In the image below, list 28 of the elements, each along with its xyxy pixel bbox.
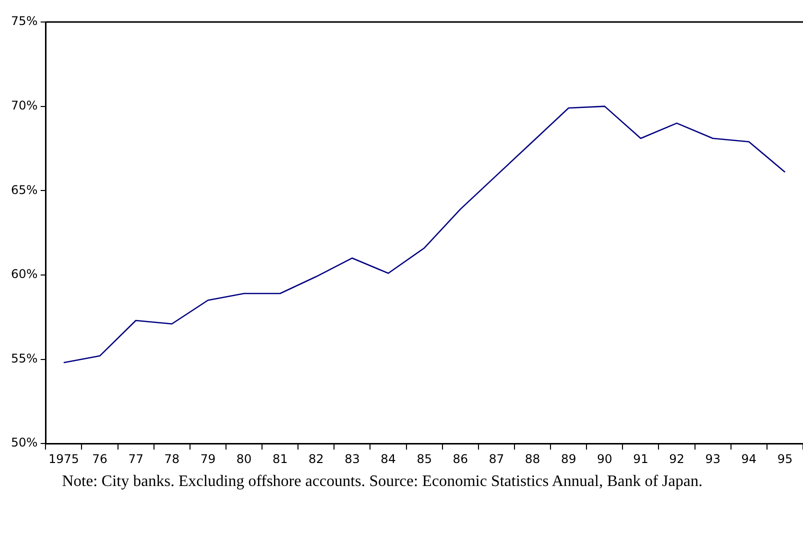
y-tick-label: 75% [11,14,38,28]
y-tick-label: 55% [11,351,38,366]
y-tick-label: 60% [11,267,38,282]
x-tick-label: 90 [597,452,612,466]
x-tick-label: 89 [560,452,576,466]
x-tick-label: 83 [344,452,360,466]
x-tick-label: 78 [164,452,180,466]
x-tick-label: 87 [488,452,504,466]
x-tick-label: 1975 [48,452,79,466]
text: Note: City banks. Excluding offshore accounts. Source: Economic Statistics Annual, Bank of Japan. [62,472,704,492]
y-tick-label: 50% [11,436,38,450]
x-tick-label: 84 [380,452,396,466]
x-tick-label: 80 [236,452,252,466]
x-tick-label: 88 [524,452,540,466]
x-tick-label: 82 [308,452,324,466]
x-tick-label: 79 [200,452,216,466]
y-tick-label: 70% [11,98,38,112]
x-tick-label: 77 [128,452,144,466]
x-tick-label: 95 [777,452,793,466]
x-tick-label: 86 [452,452,468,466]
x-tick-label: 92 [669,452,684,466]
x-tick-label: 94 [741,452,757,466]
x-tick-label: 85 [416,452,432,466]
x-tick-label: 76 [92,452,108,466]
x-tick-label: 91 [633,452,648,466]
y-tick-label: 65% [11,182,38,197]
x-tick-label: 81 [272,452,288,466]
x-tick-label: 93 [705,452,720,466]
